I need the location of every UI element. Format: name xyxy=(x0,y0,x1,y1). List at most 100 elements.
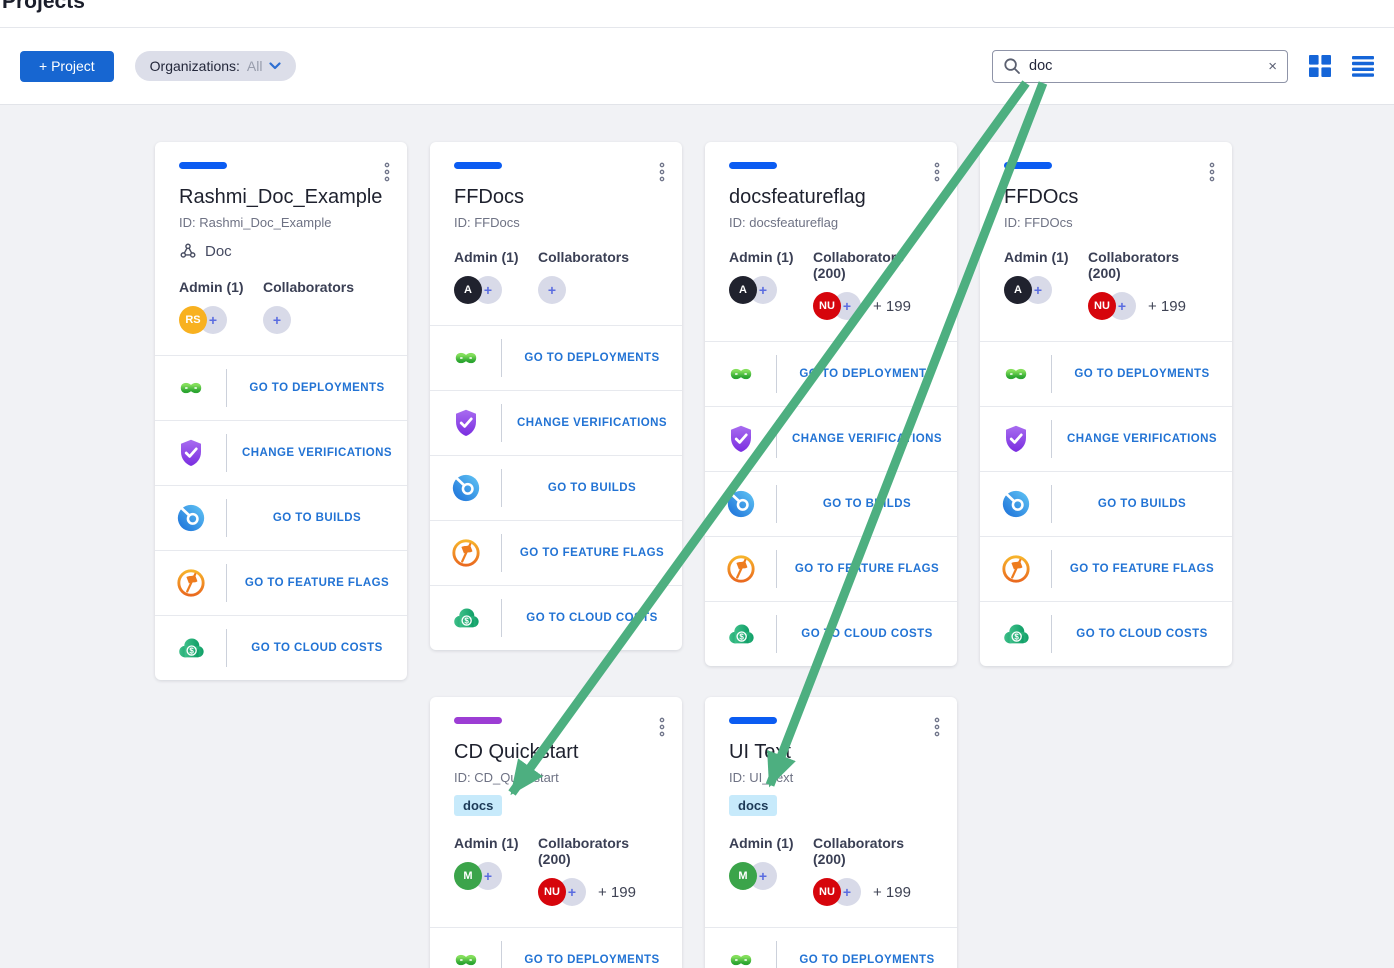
admin-label: Admin (1) xyxy=(1004,249,1069,265)
project-card[interactable]: CD Quickstart ID: CD_Quickstart docs Admin … xyxy=(430,697,682,968)
collaborator-avatars: + xyxy=(263,306,354,334)
search-clear-button[interactable]: × xyxy=(1268,57,1277,75)
action-deployments[interactable]: GO TO DEPLOYMENTS xyxy=(430,927,682,968)
action-divider xyxy=(1051,615,1052,653)
cd-deployments-icon xyxy=(430,341,501,375)
collaborators-column: Collaborators (200) NU + + 199 xyxy=(813,835,933,906)
admin-label: Admin (1) xyxy=(729,835,794,851)
admin-avatar[interactable]: A xyxy=(729,276,757,304)
action-deployments[interactable]: GO TO DEPLOYMENTS xyxy=(155,355,407,420)
new-project-button[interactable]: + Project xyxy=(20,50,114,82)
action-featureflags[interactable]: GO TO FEATURE FLAGS xyxy=(705,536,957,601)
project-card[interactable]: Rashmi_Doc_Example ID: Rashmi_Doc_Example… xyxy=(155,142,407,680)
add-collaborator-button[interactable]: + xyxy=(263,306,291,334)
action-link-label: GO TO CLOUD COSTS xyxy=(251,642,383,654)
collaborators-column: Collaborators (200) NU + + 199 xyxy=(538,835,658,906)
ci-builds-icon xyxy=(155,501,226,535)
collaborator-avatars: NU + + 199 xyxy=(538,878,658,906)
action-featureflags[interactable]: GO TO FEATURE FLAGS xyxy=(980,536,1232,601)
cd-deployments-icon xyxy=(430,943,501,968)
feature-flags-icon xyxy=(430,536,501,570)
module-color-bar xyxy=(729,162,777,169)
list-view-button[interactable] xyxy=(1352,55,1374,77)
action-link-label: CHANGE VERIFICATIONS xyxy=(242,447,392,459)
grid-view-button[interactable] xyxy=(1309,55,1331,77)
action-deployments[interactable]: GO TO DEPLOYMENTS xyxy=(980,341,1232,406)
collaborator-avatar[interactable]: NU xyxy=(1088,292,1116,320)
project-tag-label: Doc xyxy=(205,242,232,260)
card-menu-button[interactable] xyxy=(1207,160,1217,187)
organizations-filter[interactable]: Organizations: All xyxy=(134,51,297,81)
action-link-label: GO TO CLOUD COSTS xyxy=(526,612,658,624)
admin-avatar[interactable]: M xyxy=(729,862,757,890)
action-builds[interactable]: GO TO BUILDS xyxy=(430,455,682,520)
action-deployments[interactable]: GO TO DEPLOYMENTS xyxy=(705,341,957,406)
chevron-down-icon xyxy=(269,62,282,70)
action-link-label: GO TO BUILDS xyxy=(822,498,912,510)
action-cloudcosts[interactable]: $ GO TO CLOUD COSTS xyxy=(980,601,1232,666)
card-menu-button[interactable] xyxy=(657,715,667,742)
action-link-label: GO TO DEPLOYMENTS xyxy=(524,954,660,966)
action-divider xyxy=(226,564,227,602)
project-id: ID: UI_Text xyxy=(729,770,794,785)
change-verification-shield-icon xyxy=(705,422,776,456)
collaborators-overflow-count: + 199 xyxy=(873,883,911,901)
feature-flags-icon xyxy=(980,552,1051,586)
project-card[interactable]: UI Text ID: UI_Text docs Admin (1) M + Collabo… xyxy=(705,697,957,968)
action-verifications[interactable]: CHANGE VERIFICATIONS xyxy=(155,420,407,485)
action-verifications[interactable]: CHANGE VERIFICATIONS xyxy=(980,406,1232,471)
feature-flags-icon xyxy=(705,552,776,586)
admin-column: Admin (1) A + xyxy=(454,249,538,304)
action-link-label: CHANGE VERIFICATIONS xyxy=(792,433,942,445)
action-cloudcosts[interactable]: $ GO TO CLOUD COSTS xyxy=(155,615,407,680)
collaborator-avatars: + xyxy=(538,276,629,304)
action-deployments[interactable]: GO TO DEPLOYMENTS xyxy=(705,927,957,968)
admin-label: Admin (1) xyxy=(454,249,519,265)
action-divider xyxy=(501,534,502,572)
action-featureflags[interactable]: GO TO FEATURE FLAGS xyxy=(430,520,682,585)
action-builds[interactable]: GO TO BUILDS xyxy=(155,485,407,550)
action-featureflags[interactable]: GO TO FEATURE FLAGS xyxy=(155,550,407,615)
projects-grid: Rashmi_Doc_Example ID: Rashmi_Doc_Example… xyxy=(0,105,1394,968)
card-menu-button[interactable] xyxy=(657,160,667,187)
cd-deployments-icon xyxy=(980,357,1051,391)
card-menu-button[interactable] xyxy=(382,160,392,187)
admin-avatar[interactable]: A xyxy=(1004,276,1032,304)
admin-avatar[interactable]: M xyxy=(454,862,482,890)
project-id: ID: FFDocs xyxy=(454,215,520,230)
action-verifications[interactable]: CHANGE VERIFICATIONS xyxy=(705,406,957,471)
admin-avatar[interactable]: A xyxy=(454,276,482,304)
svg-text:$: $ xyxy=(1014,632,1019,641)
admin-avatar[interactable]: RS xyxy=(179,306,207,334)
action-cloudcosts[interactable]: $ GO TO CLOUD COSTS xyxy=(705,601,957,666)
action-link-label: GO TO CLOUD COSTS xyxy=(1076,628,1208,640)
search-input[interactable] xyxy=(1029,58,1261,74)
collaborator-avatar[interactable]: NU xyxy=(813,878,841,906)
svg-text:$: $ xyxy=(739,632,744,641)
collaborator-avatar[interactable]: NU xyxy=(538,878,566,906)
card-menu-button[interactable] xyxy=(932,160,942,187)
action-builds[interactable]: GO TO BUILDS xyxy=(705,471,957,536)
action-cloudcosts[interactable]: $ GO TO CLOUD COSTS xyxy=(430,585,682,650)
project-card[interactable]: FFDOcs ID: FFDOcs Admin (1) A + Collaborators… xyxy=(980,142,1232,666)
collaborator-avatar[interactable]: NU xyxy=(813,292,841,320)
action-link-label: GO TO DEPLOYMENTS xyxy=(799,368,935,380)
add-collaborator-button[interactable]: + xyxy=(538,276,566,304)
collaborators-column: Collaborators + xyxy=(538,249,629,304)
project-card[interactable]: docsfeatureflag ID: docsfeatureflag Admin … xyxy=(705,142,957,666)
module-actions: GO TO DEPLOYMENTS CHANGE VERIFICATIONS GO … xyxy=(705,341,957,666)
card-menu-button[interactable] xyxy=(932,715,942,742)
action-divider xyxy=(226,369,227,407)
admin-label: Admin (1) xyxy=(179,279,244,295)
action-verifications[interactable]: CHANGE VERIFICATIONS xyxy=(430,390,682,455)
admin-avatars: A + xyxy=(454,276,538,304)
action-builds[interactable]: GO TO BUILDS xyxy=(980,471,1232,536)
project-title: UI Text xyxy=(729,741,791,763)
cloud-costs-icon: $ xyxy=(430,602,501,634)
project-card[interactable]: FFDocs ID: FFDocs Admin (1) A + Collaborators… xyxy=(430,142,682,650)
members-section: Admin (1) A + Collaborators (200) NU + + 199 xyxy=(729,249,933,341)
project-card-header: docsfeatureflag ID: docsfeatureflag Admin … xyxy=(705,142,957,341)
action-deployments[interactable]: GO TO DEPLOYMENTS xyxy=(430,325,682,390)
collaborators-column: Collaborators + xyxy=(263,279,354,334)
page-title: Projects xyxy=(2,0,85,13)
